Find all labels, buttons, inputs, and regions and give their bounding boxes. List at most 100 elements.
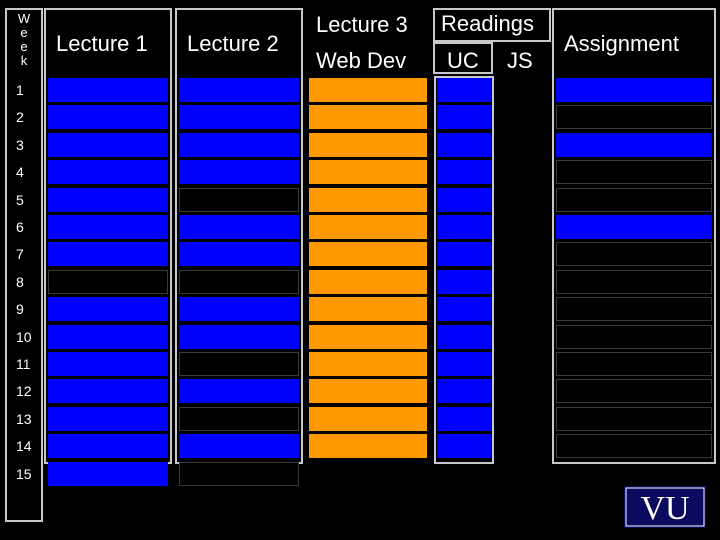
week-number: 3 bbox=[16, 136, 24, 153]
lecture1-cell bbox=[48, 187, 168, 212]
readings-uc-cell bbox=[437, 78, 491, 102]
lecture1-cell bbox=[48, 242, 168, 267]
readings-uc-header: UC bbox=[447, 48, 479, 73]
lecture3-cell bbox=[309, 132, 427, 157]
assignment-cell bbox=[556, 132, 712, 157]
assignment-cell bbox=[556, 242, 712, 267]
readings-uc-cell bbox=[437, 160, 491, 185]
lecture2-cell bbox=[179, 242, 299, 267]
readings-uc-cell bbox=[437, 242, 491, 267]
assignment-cell bbox=[556, 324, 712, 349]
assignment-cell bbox=[556, 297, 712, 322]
lecture3-cell bbox=[309, 352, 427, 376]
readings-js-header: JS bbox=[507, 48, 533, 73]
lecture2-cell bbox=[179, 187, 299, 212]
lecture3-cell bbox=[309, 105, 427, 130]
lecture3-cell bbox=[309, 379, 427, 404]
lecture1-header: Lecture 1 bbox=[56, 31, 148, 56]
lecture2-cell bbox=[179, 269, 299, 294]
lecture1-cell bbox=[48, 160, 168, 185]
readings-uc-cell bbox=[437, 379, 491, 404]
lecture1-cell bbox=[48, 132, 168, 157]
assignment-cell bbox=[556, 379, 712, 404]
lecture3-cell bbox=[309, 297, 427, 322]
lecture3-cell bbox=[309, 160, 427, 185]
assignment-cell bbox=[556, 215, 712, 239]
lecture3-cell bbox=[309, 434, 427, 459]
assignment-cell bbox=[556, 406, 712, 431]
week-letter: k bbox=[20, 53, 28, 68]
lecture3-cell bbox=[309, 78, 427, 102]
assignment-cell bbox=[556, 269, 712, 294]
readings-uc-cell bbox=[437, 132, 491, 157]
assignment-cell bbox=[556, 160, 712, 185]
week-letter: e bbox=[20, 39, 28, 54]
lecture1-cell bbox=[48, 105, 168, 130]
lecture3-cell bbox=[309, 215, 427, 239]
lecture2-cell bbox=[179, 78, 299, 102]
readings-uc-cell bbox=[437, 105, 491, 130]
lecture2-cell bbox=[179, 406, 299, 431]
lecture3-header: Lecture 3 bbox=[316, 12, 408, 37]
readings-uc-cell bbox=[437, 406, 491, 431]
assignment-cell bbox=[556, 78, 712, 102]
lecture2-cell bbox=[179, 132, 299, 157]
week-number: 10 bbox=[16, 328, 32, 345]
lecture3-subheader: Web Dev bbox=[316, 48, 407, 73]
week-number: 8 bbox=[16, 273, 24, 290]
week-letter: e bbox=[20, 25, 28, 40]
lecture3-cell bbox=[309, 324, 427, 349]
readings-uc-cell bbox=[437, 324, 491, 349]
lecture1-cell bbox=[48, 406, 168, 431]
week-number: 7 bbox=[16, 246, 24, 263]
lecture1-cell bbox=[48, 352, 168, 376]
week-number: 5 bbox=[16, 191, 24, 208]
lecture3-cell bbox=[309, 187, 427, 212]
lecture2-cell bbox=[179, 297, 299, 322]
week-number: 12 bbox=[16, 383, 32, 400]
week-number: 15 bbox=[16, 465, 32, 482]
week-number: 1 bbox=[16, 82, 24, 98]
readings-uc-cell bbox=[437, 187, 491, 212]
week-number: 4 bbox=[16, 164, 24, 181]
lecture2-cell bbox=[179, 352, 299, 376]
week-number: 2 bbox=[16, 109, 24, 126]
lecture1-cell bbox=[48, 379, 168, 404]
lecture1-cell bbox=[48, 434, 168, 459]
lecture2-cell bbox=[179, 379, 299, 404]
lecture2-header: Lecture 2 bbox=[187, 31, 279, 56]
week-number: 14 bbox=[16, 438, 32, 455]
assignment-column bbox=[552, 8, 716, 464]
lecture2-cell bbox=[179, 434, 299, 459]
assignment-cell bbox=[556, 187, 712, 212]
lecture2-cell bbox=[179, 215, 299, 239]
lecture2-cell bbox=[179, 324, 299, 349]
assignment-cell bbox=[556, 105, 712, 130]
lecture2-cell bbox=[179, 160, 299, 185]
vu-logo: VU bbox=[624, 486, 706, 528]
readings-uc-cell bbox=[437, 434, 491, 459]
week-number: 6 bbox=[16, 219, 24, 235]
vu-logo-mark: VU bbox=[625, 487, 705, 527]
readings-header-box bbox=[433, 8, 551, 42]
assignment-cell bbox=[556, 352, 712, 376]
lecture1-cell bbox=[48, 324, 168, 349]
lecture1-cell bbox=[48, 297, 168, 322]
lecture1-cell bbox=[48, 461, 168, 486]
week-number: 11 bbox=[16, 356, 31, 372]
readings-uc-cell bbox=[437, 269, 491, 294]
lecture2-cell bbox=[179, 461, 299, 486]
lecture1-cell bbox=[48, 269, 168, 294]
lecture3-cell bbox=[309, 406, 427, 431]
lecture1-cell bbox=[48, 215, 168, 239]
readings-uc-cell bbox=[437, 215, 491, 239]
vu-logo-text: VU bbox=[640, 490, 689, 527]
readings-header: Readings bbox=[441, 11, 534, 36]
assignment-cell bbox=[556, 434, 712, 459]
week-letter: W bbox=[17, 11, 31, 26]
readings-uc-column bbox=[434, 76, 494, 464]
week-number: 9 bbox=[16, 301, 24, 318]
lecture1-cell bbox=[48, 78, 168, 102]
assignment-header: Assignment bbox=[564, 31, 679, 56]
week-column bbox=[5, 8, 43, 522]
